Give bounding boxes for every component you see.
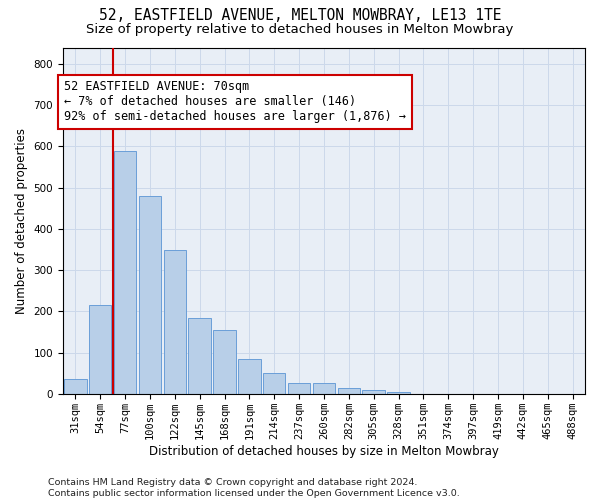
Bar	[214, 330, 236, 394]
Bar	[89, 305, 112, 394]
Text: 52, EASTFIELD AVENUE, MELTON MOWBRAY, LE13 1TE: 52, EASTFIELD AVENUE, MELTON MOWBRAY, LE…	[99, 8, 501, 22]
Y-axis label: Number of detached properties: Number of detached properties	[15, 128, 28, 314]
Bar	[114, 150, 136, 394]
Bar	[288, 384, 310, 394]
Bar	[64, 380, 86, 394]
Bar	[164, 250, 186, 394]
Bar	[238, 359, 260, 394]
X-axis label: Distribution of detached houses by size in Melton Mowbray: Distribution of detached houses by size …	[149, 444, 499, 458]
Bar	[388, 392, 410, 394]
Bar	[362, 390, 385, 394]
Text: Contains HM Land Registry data © Crown copyright and database right 2024.
Contai: Contains HM Land Registry data © Crown c…	[48, 478, 460, 498]
Bar	[338, 388, 360, 394]
Bar	[139, 196, 161, 394]
Bar	[263, 373, 286, 394]
Text: 52 EASTFIELD AVENUE: 70sqm
← 7% of detached houses are smaller (146)
92% of semi: 52 EASTFIELD AVENUE: 70sqm ← 7% of detac…	[64, 80, 406, 124]
Bar	[188, 318, 211, 394]
Text: Size of property relative to detached houses in Melton Mowbray: Size of property relative to detached ho…	[86, 22, 514, 36]
Bar	[313, 384, 335, 394]
